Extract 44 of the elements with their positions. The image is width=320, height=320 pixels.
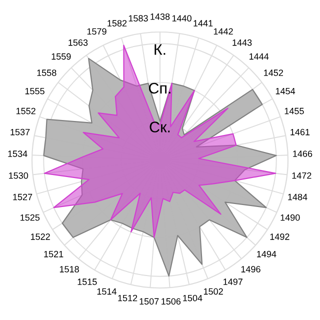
spoke-label: 1522 — [30, 234, 50, 240]
spoke-label: 1466 — [293, 150, 312, 157]
spoke-label: 1525 — [20, 214, 40, 221]
spoke-label: 1518 — [60, 266, 79, 272]
spoke-label: 1534 — [8, 150, 28, 157]
spoke-label: 1555 — [25, 88, 44, 94]
spoke-label: 1438 — [150, 13, 170, 20]
spoke-label: 1504 — [183, 294, 202, 302]
spoke-label: 1497 — [224, 278, 242, 285]
spoke-label: 1441 — [194, 20, 213, 26]
spoke-label: 1490 — [280, 214, 300, 221]
spoke-label: 1563 — [68, 39, 88, 46]
spoke-label: 1507 — [140, 298, 159, 305]
spoke-label: 1514 — [97, 288, 116, 295]
spoke-label: 1552 — [16, 108, 36, 114]
spoke-label: 1452 — [264, 70, 283, 76]
spoke-label: 1515 — [78, 278, 97, 285]
spoke-label: 1582 — [108, 20, 127, 26]
spoke-label: 1443 — [232, 39, 252, 46]
spoke-label: 1559 — [52, 53, 71, 60]
spoke-label: 1527 — [13, 194, 32, 200]
spoke-label: 1502 — [204, 288, 223, 295]
spoke-label: 1512 — [118, 294, 138, 302]
spoke-label: 1461 — [290, 128, 310, 136]
spoke-label: 1537 — [10, 128, 30, 136]
spoke-label: 1484 — [288, 194, 308, 200]
spoke-label: 1444 — [250, 53, 269, 60]
y-tick-label: К. — [154, 44, 166, 55]
spoke-label: 1442 — [214, 28, 233, 35]
y-tick-label: Ск. — [150, 122, 170, 132]
spoke-label: 1454 — [276, 88, 296, 94]
spoke-label: 1472 — [292, 172, 312, 179]
spoke-label: 1455 — [284, 108, 304, 114]
y-tick-label: Сп. — [149, 82, 170, 94]
spoke-label: 1492 — [270, 234, 290, 240]
spoke-label: 1583 — [128, 15, 148, 22]
spoke-label: 1496 — [241, 266, 260, 272]
spoke-label: 1521 — [44, 250, 64, 258]
spoke-label: 1506 — [162, 298, 181, 305]
spoke-label: 1579 — [87, 28, 106, 35]
spoke-label: 1558 — [37, 70, 56, 76]
spoke-label: 1494 — [257, 250, 276, 258]
spoke-label: 1530 — [9, 172, 28, 179]
spoke-label: 1440 — [172, 15, 192, 22]
